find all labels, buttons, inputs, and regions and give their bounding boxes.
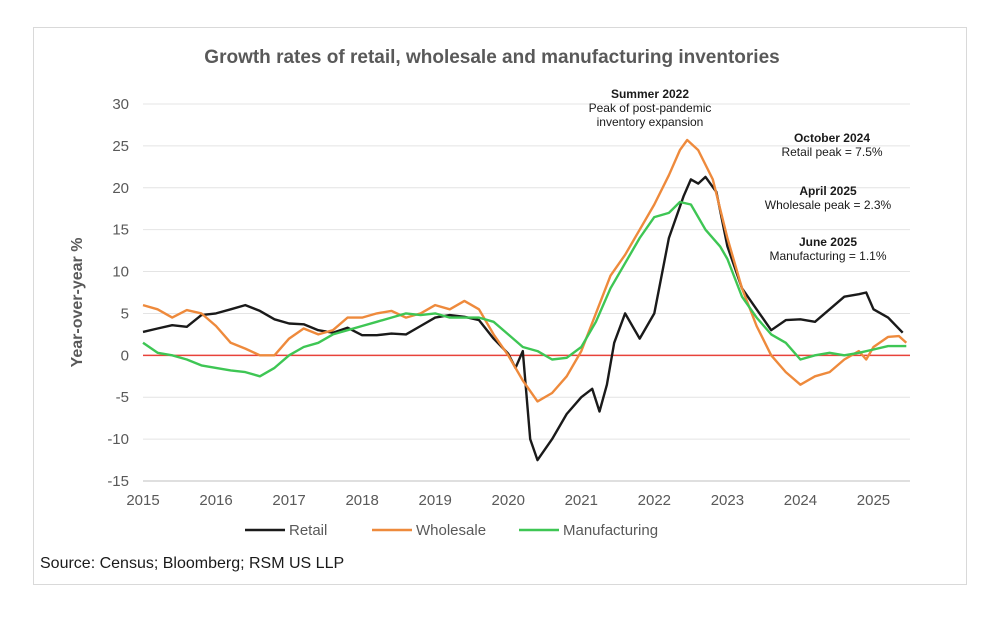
y-tick-label: 10 [112, 264, 129, 281]
x-tick-label: 2023 [711, 492, 744, 509]
series-line-wholesale [142, 138, 908, 403]
y-axis-label: Year-over-year % [69, 238, 86, 368]
x-tick-label: 2016 [199, 492, 232, 509]
x-tick-label: 2025 [857, 492, 890, 509]
legend-label: Retail [289, 522, 327, 539]
x-tick-label: 2024 [784, 492, 817, 509]
x-tick-label: 2015 [126, 492, 159, 509]
y-tick-label: -5 [116, 389, 129, 406]
x-tick-label: 2018 [345, 492, 378, 509]
annotation-title: April 2025 [799, 184, 857, 198]
legend-label: Manufacturing [563, 522, 658, 539]
chart-title: Growth rates of retail, wholesale and ma… [204, 47, 780, 68]
chart-frame [33, 27, 967, 585]
annotation-text: Wholesale peak = 2.3% [765, 198, 892, 212]
annotation-text: Retail peak = 7.5% [781, 145, 882, 159]
source-note: Source: Census; Bloomberg; RSM US LLP [40, 555, 345, 572]
annotation-title: Summer 2022 [611, 87, 689, 101]
x-tick-label: 2017 [272, 492, 305, 509]
x-tick-label: 2020 [492, 492, 525, 509]
x-tick-label: 2021 [565, 492, 598, 509]
y-tick-label: -15 [107, 473, 129, 490]
annotation-text: inventory expansion [597, 115, 704, 129]
y-tick-label: -10 [107, 431, 129, 448]
y-tick-label: 30 [112, 96, 129, 113]
series-line-manufacturing [142, 200, 907, 378]
series-line-retail [142, 175, 904, 462]
annotation-title: October 2024 [794, 131, 870, 145]
annotation-text: Manufacturing = 1.1% [769, 249, 886, 263]
x-tick-label: 2022 [638, 492, 671, 509]
legend-label: Wholesale [416, 522, 486, 539]
y-tick-label: 20 [112, 180, 129, 197]
annotation-text: Peak of post-pandemic [589, 101, 712, 115]
annotation-title: June 2025 [799, 235, 857, 249]
y-tick-label: 0 [121, 347, 129, 364]
y-tick-label: 15 [112, 222, 129, 239]
y-tick-label: 25 [112, 138, 129, 155]
y-tick-label: 5 [121, 305, 129, 322]
x-tick-label: 2019 [419, 492, 452, 509]
